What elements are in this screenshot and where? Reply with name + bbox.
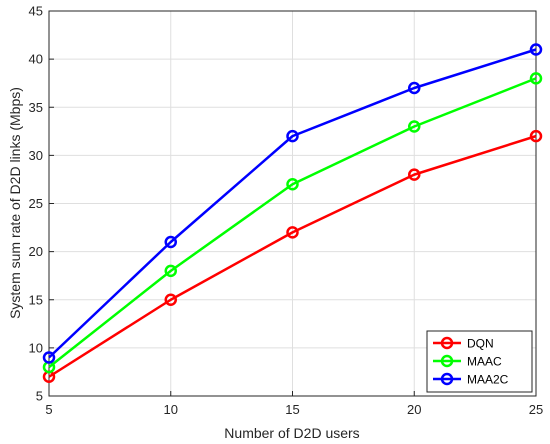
legend: DQN MAAC MAA2C (426, 330, 533, 393)
y-tick-label: 5 (36, 389, 43, 404)
y-tick-label: 30 (29, 148, 43, 163)
data-point-dqn (529, 129, 543, 143)
series-dqn (42, 129, 543, 383)
legend-marker-maa2c (440, 372, 454, 386)
series-line-maac (48, 77, 537, 369)
legend-marker-maac (440, 354, 454, 368)
series-line-maa2c (48, 48, 537, 359)
data-point-maac (408, 120, 421, 133)
series-line-dqn (48, 134, 537, 378)
x-axis-title: Number of D2D users (224, 425, 359, 441)
series-layer (42, 43, 543, 383)
y-axis: 5 10 15 20 25 30 35 40 45 (29, 4, 54, 404)
x-tick-label: 5 (45, 402, 52, 417)
data-point-maa2c (164, 235, 177, 249)
y-tick-label: 10 (29, 340, 43, 355)
x-axis: 5 10 15 20 25 (45, 391, 543, 417)
y-tick-label: 35 (29, 100, 43, 115)
legend-label-maac: MAAC (467, 355, 502, 369)
data-point-maa2c (529, 43, 543, 56)
y-axis-title: System sum rate of D2D links (Mbps) (7, 87, 23, 319)
legend-marker-dqn (440, 336, 454, 350)
data-point-dqn (164, 293, 177, 306)
series-maa2c (42, 43, 543, 364)
series-maac (42, 72, 543, 374)
legend-label-maa2c: MAA2C (467, 373, 509, 387)
y-tick-label: 25 (29, 196, 43, 211)
y-tick-label: 20 (29, 244, 43, 259)
x-tick-label: 20 (407, 402, 421, 417)
y-tick-label: 40 (29, 52, 43, 67)
data-point-dqn (408, 168, 421, 181)
data-point-maa2c (286, 129, 299, 143)
data-point-maac (529, 72, 543, 85)
y-tick-label: 45 (29, 4, 43, 19)
x-tick-label: 15 (285, 402, 299, 417)
x-tick-label: 25 (529, 402, 543, 417)
x-tick-label: 10 (164, 402, 178, 417)
data-point-maa2c (408, 81, 421, 95)
legend-label-dqn: DQN (467, 337, 494, 351)
data-point-dqn (286, 226, 299, 239)
data-point-maac (286, 178, 299, 191)
data-point-maac (164, 264, 177, 278)
y-tick-label: 15 (29, 292, 43, 307)
data-point-maa2c (42, 351, 56, 364)
